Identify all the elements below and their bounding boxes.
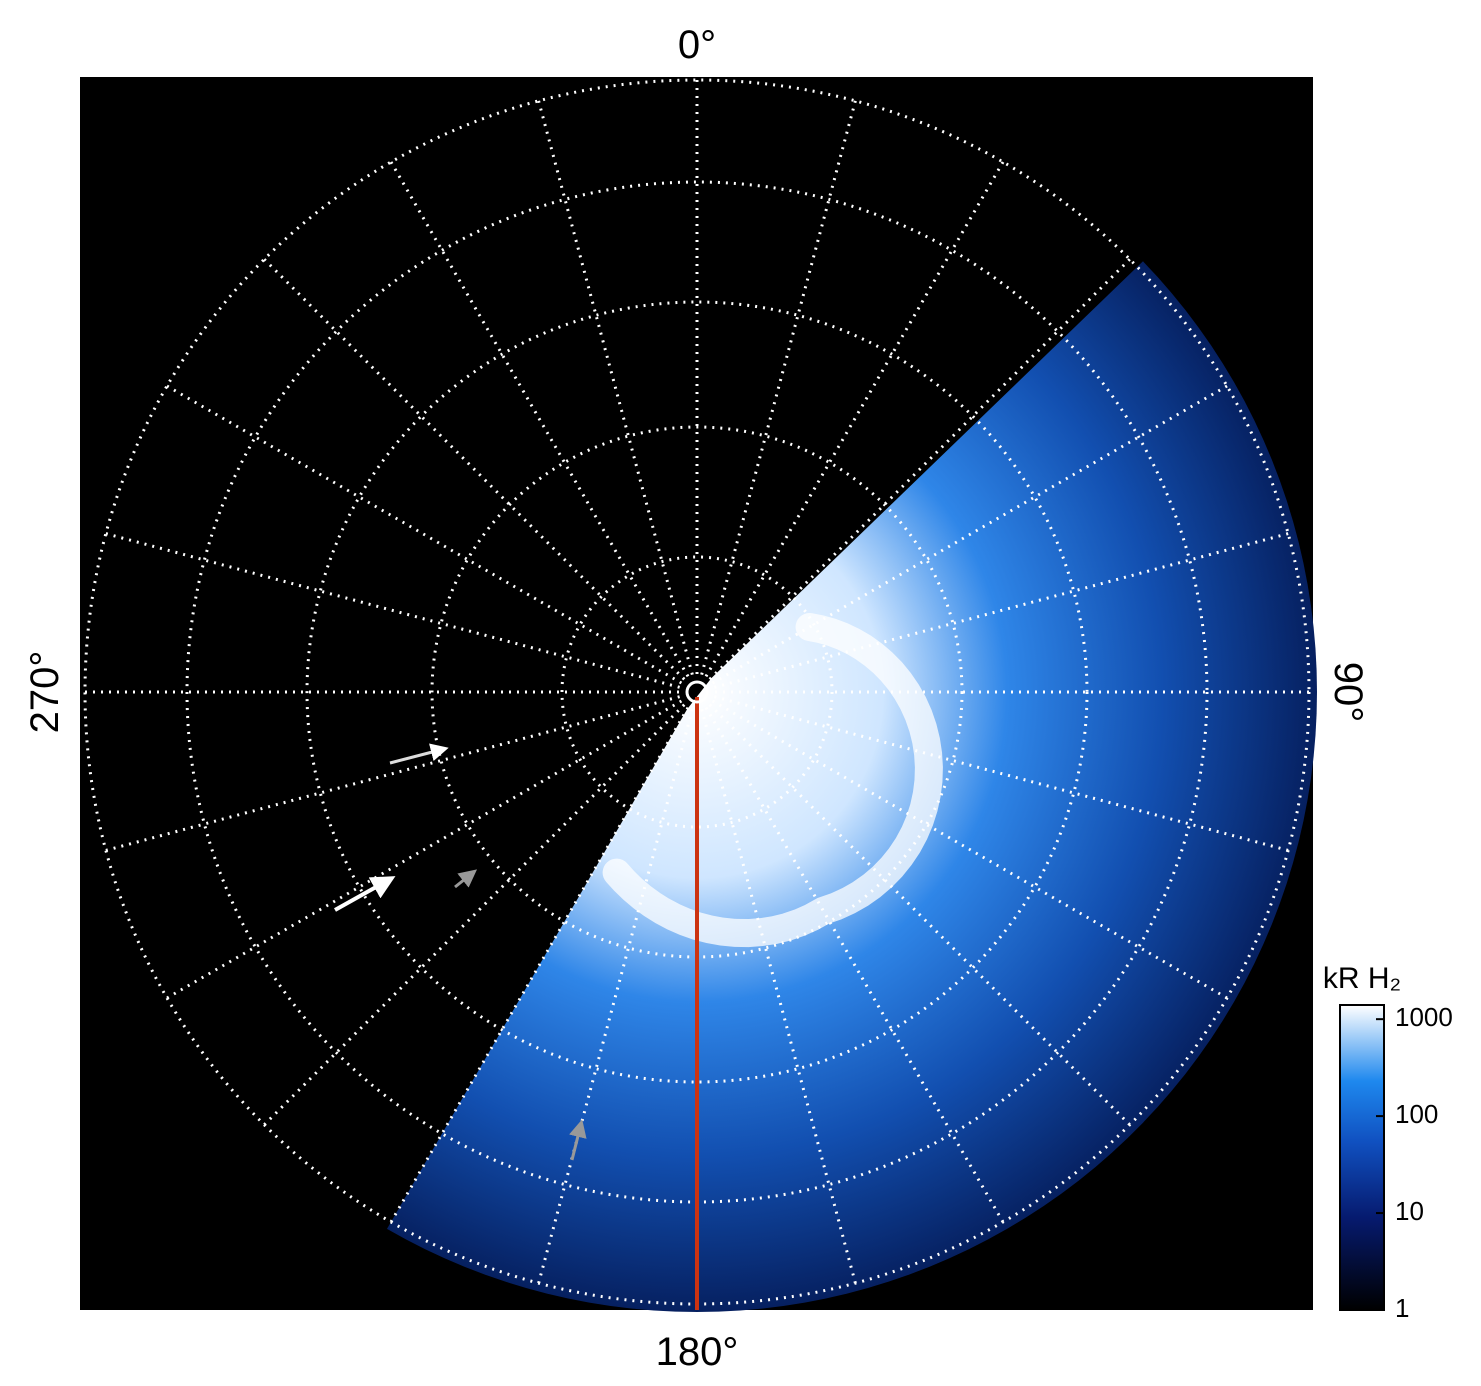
grid-ring	[305, 300, 1089, 1084]
grid-spoke	[263, 703, 686, 1126]
grid-spoke	[700, 708, 857, 1284]
angle-label: 270°	[23, 651, 67, 734]
colorbar-axis: 1 10 100 1000	[1376, 1002, 1453, 1323]
grid-spoke	[708, 258, 1131, 681]
grid-ring	[560, 555, 834, 829]
grid-spoke	[263, 258, 686, 681]
colorbar-tick-label: 100	[1395, 1099, 1438, 1129]
arrow	[389, 743, 449, 765]
grid-spoke	[711, 699, 1228, 1000]
aurora-sector	[387, 261, 1317, 1313]
angle-label: 90°	[1326, 662, 1370, 723]
pole-marker	[685, 680, 709, 704]
arrow	[334, 876, 396, 912]
arrow	[569, 1119, 587, 1161]
grid-spoke	[704, 161, 1005, 678]
colorbar-tick-label: 1000	[1395, 1002, 1453, 1032]
colorbar	[1339, 1004, 1385, 1311]
grid-spoke	[713, 695, 1289, 852]
colorbar-tick-label: 10	[1395, 1196, 1424, 1226]
grid-spoke	[711, 384, 1228, 685]
angle-label: 0°	[678, 23, 716, 67]
angle-label: 180°	[656, 1330, 739, 1374]
grid-spoke	[105, 532, 681, 689]
colorbar-label: kR H₂	[1323, 962, 1401, 995]
grid-spoke	[389, 161, 690, 678]
grid-spoke	[105, 695, 681, 852]
grid-spoke	[713, 532, 1289, 689]
grid-spoke	[389, 706, 690, 1223]
grid-spoke	[166, 384, 683, 685]
grid-spoke	[700, 100, 857, 676]
grid-spoke	[537, 708, 694, 1284]
grid-spoke	[537, 100, 694, 676]
colorbar-tick-label: 1	[1395, 1293, 1409, 1323]
grid-spoke	[166, 699, 683, 1000]
grid-spoke	[704, 706, 1005, 1223]
grid-spoke	[708, 703, 1131, 1126]
polar-grid	[83, 78, 1311, 1306]
arrow	[454, 869, 478, 889]
